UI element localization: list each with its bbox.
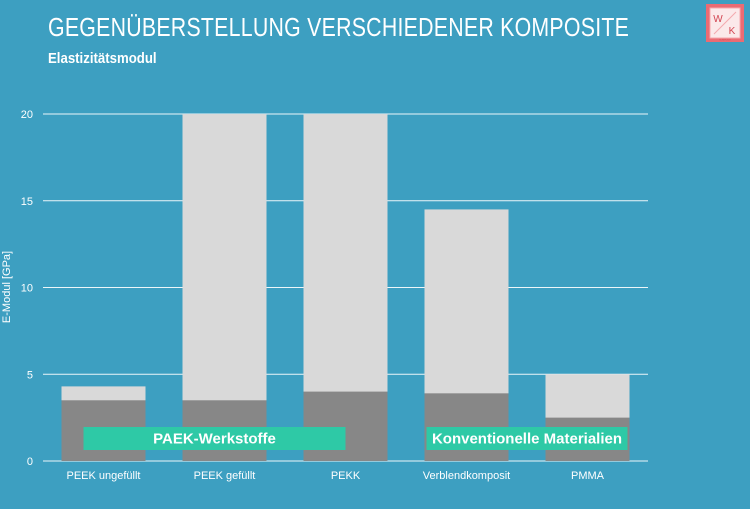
category-label: Verblendkomposit [423,470,510,482]
y-tick-label: 20 [21,109,33,121]
logo-caption: KOMPOSIT [719,40,731,42]
group-bands: PAEK-Werkstoffe Konventionelle Materialie… [83,427,628,450]
group-label: PAEK-Werkstoffe [153,431,276,448]
y-tick-label: 15 [21,196,33,208]
y-axis-title: E-Modul [GPa] [1,251,13,323]
logo-diagonal [713,11,737,35]
y-tick-label: 10 [21,283,33,295]
category-label: PEKK [331,470,361,482]
y-tick-label: 0 [27,456,33,468]
category-label: PMMA [571,470,605,482]
logo-letter-k: K [729,26,736,37]
category-label: PEEK gefüllt [194,470,256,482]
wk-logo: W K KOMPOSIT [706,4,744,42]
y-tick-labels: 0 5 10 15 20 [21,109,33,468]
logo-letter-w: W [713,14,723,25]
group-label: Konventionelle Materialien [432,431,622,448]
group-band [83,427,346,450]
group-band [426,427,628,450]
y-tick-label: 5 [27,369,33,381]
category-label: PEEK ungefüllt [67,470,141,482]
chart-title: GEGENÜBERSTELLUNG VERSCHIEDENER KOMPOSIT… [48,12,630,42]
category-labels: PEEK ungefüllt PEEK gefüllt PEKK Verblendko… [67,470,605,482]
chart-subtitle: Elastizitätsmodul [48,50,157,67]
bar-lower [303,391,388,461]
